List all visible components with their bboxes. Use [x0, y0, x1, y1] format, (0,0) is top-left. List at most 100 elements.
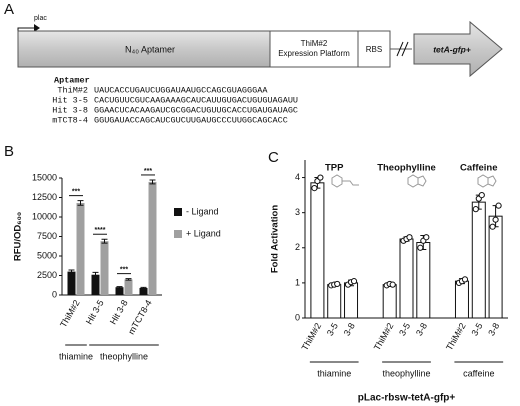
group-label: caffeine	[463, 368, 494, 378]
reporter-arrow	[413, 20, 503, 78]
bar	[148, 181, 157, 295]
group-label: theophylline	[382, 368, 430, 378]
significance-label: ***	[120, 266, 128, 273]
x-tick-label: ThiM#2	[300, 321, 324, 352]
y-tick-label: 0	[52, 289, 57, 299]
bar	[382, 284, 397, 319]
panel-label: C	[268, 149, 279, 166]
data-point	[417, 244, 424, 251]
bar	[100, 241, 109, 295]
sequence: GGUGAUACCAGCAUCGUCUUGAUGCCCUUGGCAGCACC	[94, 115, 288, 125]
sequence-name: ThiM#2	[57, 85, 88, 95]
error-bar	[68, 269, 75, 274]
bar	[454, 280, 469, 319]
y-axis-label: RFU/OD₆₀₀	[13, 212, 24, 261]
legend-swatch	[174, 208, 182, 216]
x-tick-label: mTCT8-4	[126, 298, 154, 336]
bar	[344, 282, 359, 319]
x-tick-label: 3-8	[414, 321, 429, 337]
aptamer-box	[17, 30, 271, 68]
y-tick-label: 2	[295, 242, 300, 252]
data-point	[406, 234, 413, 241]
error-bar	[140, 286, 147, 290]
bar	[310, 182, 325, 319]
error-bar	[116, 286, 123, 289]
sequence: UAUCACCUGAUCUGGAUAAUGCCAGCGUAGGGAA	[94, 85, 268, 95]
y-tick-label: 7500	[37, 231, 57, 241]
data-point	[334, 280, 341, 288]
data-point	[423, 234, 430, 241]
data-point	[495, 202, 502, 209]
aptamer-label: N₄₀ Aptamer	[125, 44, 175, 54]
bar	[91, 274, 100, 295]
sequence: CACUGUUCGUCAAGAAAGCAUCAUUGUGACUGUGUAGAUU	[94, 95, 298, 105]
bar	[488, 215, 503, 319]
group-label: thiamine	[59, 351, 93, 361]
x-axis-label: pLac-rbsw-tetA-gfp+	[358, 393, 456, 404]
y-tick-label: 15000	[32, 172, 57, 182]
platform-label: ThiM#2	[301, 39, 328, 48]
bar	[124, 279, 133, 295]
x-tick-label: ThiM#2	[444, 321, 468, 352]
significance-label: ****	[95, 227, 106, 234]
error-bar	[92, 271, 99, 278]
data-point	[492, 216, 499, 223]
panel-label: A	[4, 1, 14, 18]
data-point	[389, 281, 396, 288]
significance-label: ***	[72, 188, 80, 195]
y-tick-label: 5000	[37, 250, 57, 260]
data-point	[489, 223, 496, 230]
y-tick-label: 3	[295, 207, 300, 217]
data-point	[350, 278, 358, 285]
bar	[139, 287, 148, 295]
data-point	[311, 184, 318, 192]
data-point	[478, 192, 485, 199]
promoter-arrow-head	[34, 24, 40, 32]
legend-label: - Ligand	[186, 206, 219, 216]
rbs-box	[357, 30, 391, 68]
legend-label: + Ligand	[186, 228, 221, 238]
bar	[327, 284, 342, 319]
sequence: GGAACUCACAAGAUCGCGGACUGUUGCACCUGAUGAUAGC	[94, 105, 298, 115]
group-label: theophylline	[100, 351, 148, 361]
x-tick-label: ThiM#2	[372, 321, 396, 352]
x-tick-label: 3-8	[342, 321, 357, 337]
bar	[76, 202, 85, 295]
x-tick-label: Hit 3-5	[84, 298, 106, 326]
x-tick-label: ThiM#2	[58, 298, 82, 329]
reporter-label: tetA-gfp+	[433, 44, 471, 54]
sequence-name: Hit 3-5	[52, 95, 88, 105]
significance-label: ***	[144, 168, 152, 175]
panel-label: B	[4, 143, 14, 160]
sequence-name: mTCT8-4	[52, 115, 88, 125]
platform-box	[269, 30, 359, 68]
ligand-label: TPP	[325, 163, 344, 174]
data-point	[472, 206, 479, 213]
bar	[399, 238, 414, 319]
bar	[471, 201, 486, 319]
promoter-label: plac	[34, 15, 47, 22]
legend-swatch	[174, 230, 182, 238]
break-mark	[396, 41, 409, 57]
y-tick-label: 12500	[32, 192, 57, 202]
x-tick-label: 3-8	[486, 321, 501, 337]
molecule-icons	[331, 174, 497, 188]
table-header: Aptamer	[54, 75, 90, 85]
ligand-label: Caffeine	[460, 163, 497, 174]
sequence-name: Hit 3-8	[52, 105, 88, 115]
error-bar	[149, 179, 156, 185]
y-axis-label: Fold Activation	[270, 205, 281, 273]
group-label: thiamine	[317, 368, 351, 378]
error-bar	[77, 200, 84, 206]
y-tick-label: 1	[295, 277, 300, 287]
bar	[416, 242, 431, 319]
rbs-label: RBS	[366, 45, 382, 54]
data-point	[317, 174, 324, 181]
y-tick-label: 2500	[37, 270, 57, 280]
x-tick-label: 3-5	[325, 321, 340, 337]
error-bar	[125, 278, 132, 281]
data-point	[461, 276, 469, 283]
x-tick-label: 3-5	[469, 321, 484, 337]
y-tick-label: 4	[295, 172, 300, 182]
